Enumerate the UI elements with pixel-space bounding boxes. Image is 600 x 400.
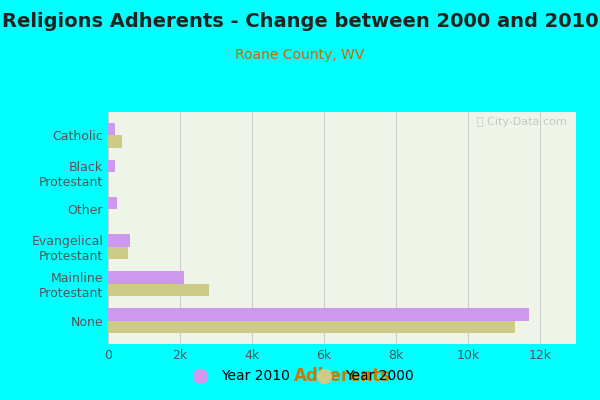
Bar	[108, 196, 117, 210]
Bar	[108, 284, 209, 296]
Bar	[108, 308, 529, 320]
Bar	[108, 160, 115, 172]
Legend: Year 2010, Year 2000: Year 2010, Year 2000	[181, 364, 419, 389]
Bar	[108, 234, 130, 246]
Bar	[108, 136, 122, 148]
Bar	[108, 270, 184, 284]
X-axis label: Adherents: Adherents	[293, 368, 391, 386]
Bar	[108, 320, 515, 334]
Text: Religions Adherents - Change between 2000 and 2010: Religions Adherents - Change between 200…	[2, 12, 598, 31]
Bar	[108, 122, 115, 136]
Bar	[108, 246, 128, 260]
Text: Roane County, WV: Roane County, WV	[235, 48, 365, 62]
Text: ⓘ City-Data.com: ⓘ City-Data.com	[477, 117, 566, 127]
